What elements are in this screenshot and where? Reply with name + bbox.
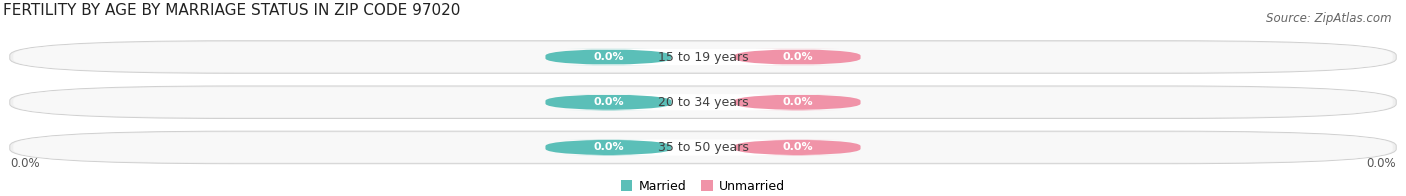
Text: 0.0%: 0.0% <box>593 97 624 107</box>
Text: 20 to 34 years: 20 to 34 years <box>658 96 748 109</box>
FancyBboxPatch shape <box>10 86 1396 119</box>
Text: 0.0%: 0.0% <box>782 142 813 152</box>
Text: 0.0%: 0.0% <box>782 52 813 62</box>
FancyBboxPatch shape <box>13 42 1393 72</box>
FancyBboxPatch shape <box>10 41 1396 73</box>
Legend: Married, Unmarried: Married, Unmarried <box>621 180 785 193</box>
FancyBboxPatch shape <box>548 49 858 65</box>
Text: Source: ZipAtlas.com: Source: ZipAtlas.com <box>1267 12 1392 25</box>
FancyBboxPatch shape <box>13 87 1393 117</box>
Text: FERTILITY BY AGE BY MARRIAGE STATUS IN ZIP CODE 97020: FERTILITY BY AGE BY MARRIAGE STATUS IN Z… <box>3 3 460 18</box>
Text: 0.0%: 0.0% <box>782 97 813 107</box>
FancyBboxPatch shape <box>734 49 860 65</box>
FancyBboxPatch shape <box>546 139 672 156</box>
FancyBboxPatch shape <box>548 139 858 156</box>
FancyBboxPatch shape <box>13 132 1393 162</box>
Text: 0.0%: 0.0% <box>593 142 624 152</box>
FancyBboxPatch shape <box>10 131 1396 164</box>
FancyBboxPatch shape <box>734 139 860 156</box>
Text: 0.0%: 0.0% <box>1367 158 1396 171</box>
Text: 15 to 19 years: 15 to 19 years <box>658 51 748 64</box>
Text: 0.0%: 0.0% <box>10 158 39 171</box>
FancyBboxPatch shape <box>734 94 860 110</box>
FancyBboxPatch shape <box>546 49 672 65</box>
FancyBboxPatch shape <box>546 94 672 110</box>
Text: 0.0%: 0.0% <box>593 52 624 62</box>
FancyBboxPatch shape <box>548 94 858 110</box>
Text: 35 to 50 years: 35 to 50 years <box>658 141 748 154</box>
